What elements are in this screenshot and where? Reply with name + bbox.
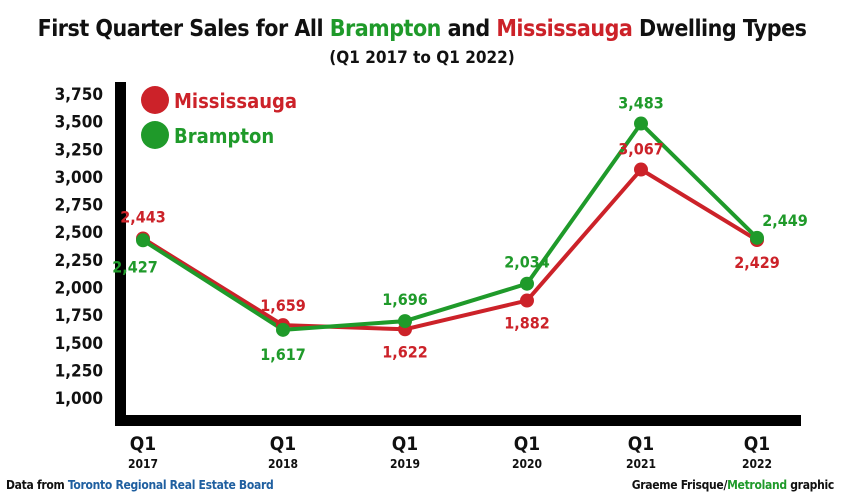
- chart-subtitle: (Q1 2017 to Q1 2022): [329, 48, 515, 68]
- legend-marker-mississauga: [141, 86, 169, 114]
- y-tick-label: 2,500: [55, 223, 103, 243]
- data-point-brampton: [276, 322, 290, 337]
- source-note: Data from Toronto Regional Real Estate B…: [6, 478, 274, 492]
- data-point-mississauga: [634, 162, 648, 177]
- y-tick-label: 2,250: [55, 251, 103, 271]
- x-tick-label: Q1: [392, 433, 418, 455]
- x-tick-year: 2021: [626, 457, 656, 471]
- data-point-brampton: [750, 230, 764, 245]
- x-tick-label: Q1: [514, 433, 540, 455]
- y-tick-label: 1,500: [55, 334, 103, 354]
- x-tick-year: 2020: [512, 457, 542, 471]
- data-label-brampton: 3,483: [618, 94, 664, 113]
- chart-title: First Quarter Sales for All Brampton and…: [0, 16, 844, 42]
- x-tick-label: Q1: [628, 433, 654, 455]
- title-text: and: [440, 16, 497, 42]
- x-tick-year: 2018: [268, 457, 298, 471]
- data-label-mississauga: 1,659: [260, 296, 306, 315]
- credit-org: Metroland: [727, 478, 787, 492]
- y-tick-label: 1,750: [55, 306, 103, 326]
- y-tick-label: 3,500: [55, 113, 103, 133]
- data-label-brampton: 1,696: [382, 290, 428, 309]
- series-line-mississauga: [141, 167, 759, 332]
- data-label-brampton: 1,617: [260, 345, 306, 364]
- x-tick-year: 2022: [742, 457, 772, 471]
- data-point-brampton: [136, 233, 150, 248]
- data-label-brampton: 2,034: [504, 253, 550, 272]
- y-tick-label: 3,250: [55, 140, 103, 160]
- source-prefix: Data from: [6, 478, 68, 492]
- y-tick-label: 1,000: [55, 389, 103, 409]
- legend-marker-brampton: [141, 121, 169, 149]
- y-tick-label: 2,750: [55, 196, 103, 216]
- legend-label-mississauga: Mississauga: [174, 89, 297, 113]
- series-line-brampton: [141, 121, 759, 332]
- x-tick-label: Q1: [744, 433, 770, 455]
- data-point-brampton: [520, 276, 534, 291]
- data-label-mississauga: 2,429: [734, 253, 780, 272]
- data-label-mississauga: 2,443: [120, 208, 166, 227]
- title-text: Dwelling Types: [632, 16, 807, 42]
- y-tick-label: 3,000: [55, 168, 103, 188]
- source-link[interactable]: Toronto Regional Real Estate Board: [67, 478, 274, 492]
- data-point-brampton: [634, 116, 648, 131]
- data-point-brampton: [398, 314, 412, 329]
- data-label-mississauga: 1,882: [504, 314, 550, 333]
- y-tick-label: 2,000: [55, 278, 103, 298]
- y-tick-label: 3,750: [55, 85, 103, 105]
- y-axis-line: [115, 82, 126, 426]
- legend-label-brampton: Brampton: [174, 124, 274, 148]
- x-tick-label: Q1: [130, 433, 156, 455]
- data-label-mississauga: 1,622: [382, 342, 428, 361]
- data-label-brampton: 2,427: [112, 257, 158, 276]
- credit-author: Graeme Frisque/: [631, 478, 728, 492]
- x-tick-year: 2019: [390, 457, 420, 471]
- x-tick-label: Q1: [270, 433, 296, 455]
- y-tick-label: 1,250: [55, 361, 103, 381]
- data-label-brampton: 2,449: [762, 211, 808, 230]
- credit-suffix: graphic: [786, 478, 834, 492]
- title-text: First Quarter Sales for All: [37, 16, 330, 42]
- data-point-mississauga: [520, 293, 534, 308]
- credit-note: Graeme Frisque/Metroland graphic: [631, 478, 835, 492]
- data-label-mississauga: 3,067: [618, 140, 664, 159]
- title-brampton: Brampton: [329, 16, 442, 42]
- x-axis-line: [115, 415, 801, 426]
- x-tick-year: 2017: [128, 457, 158, 471]
- title-mississauga: Mississauga: [496, 16, 633, 42]
